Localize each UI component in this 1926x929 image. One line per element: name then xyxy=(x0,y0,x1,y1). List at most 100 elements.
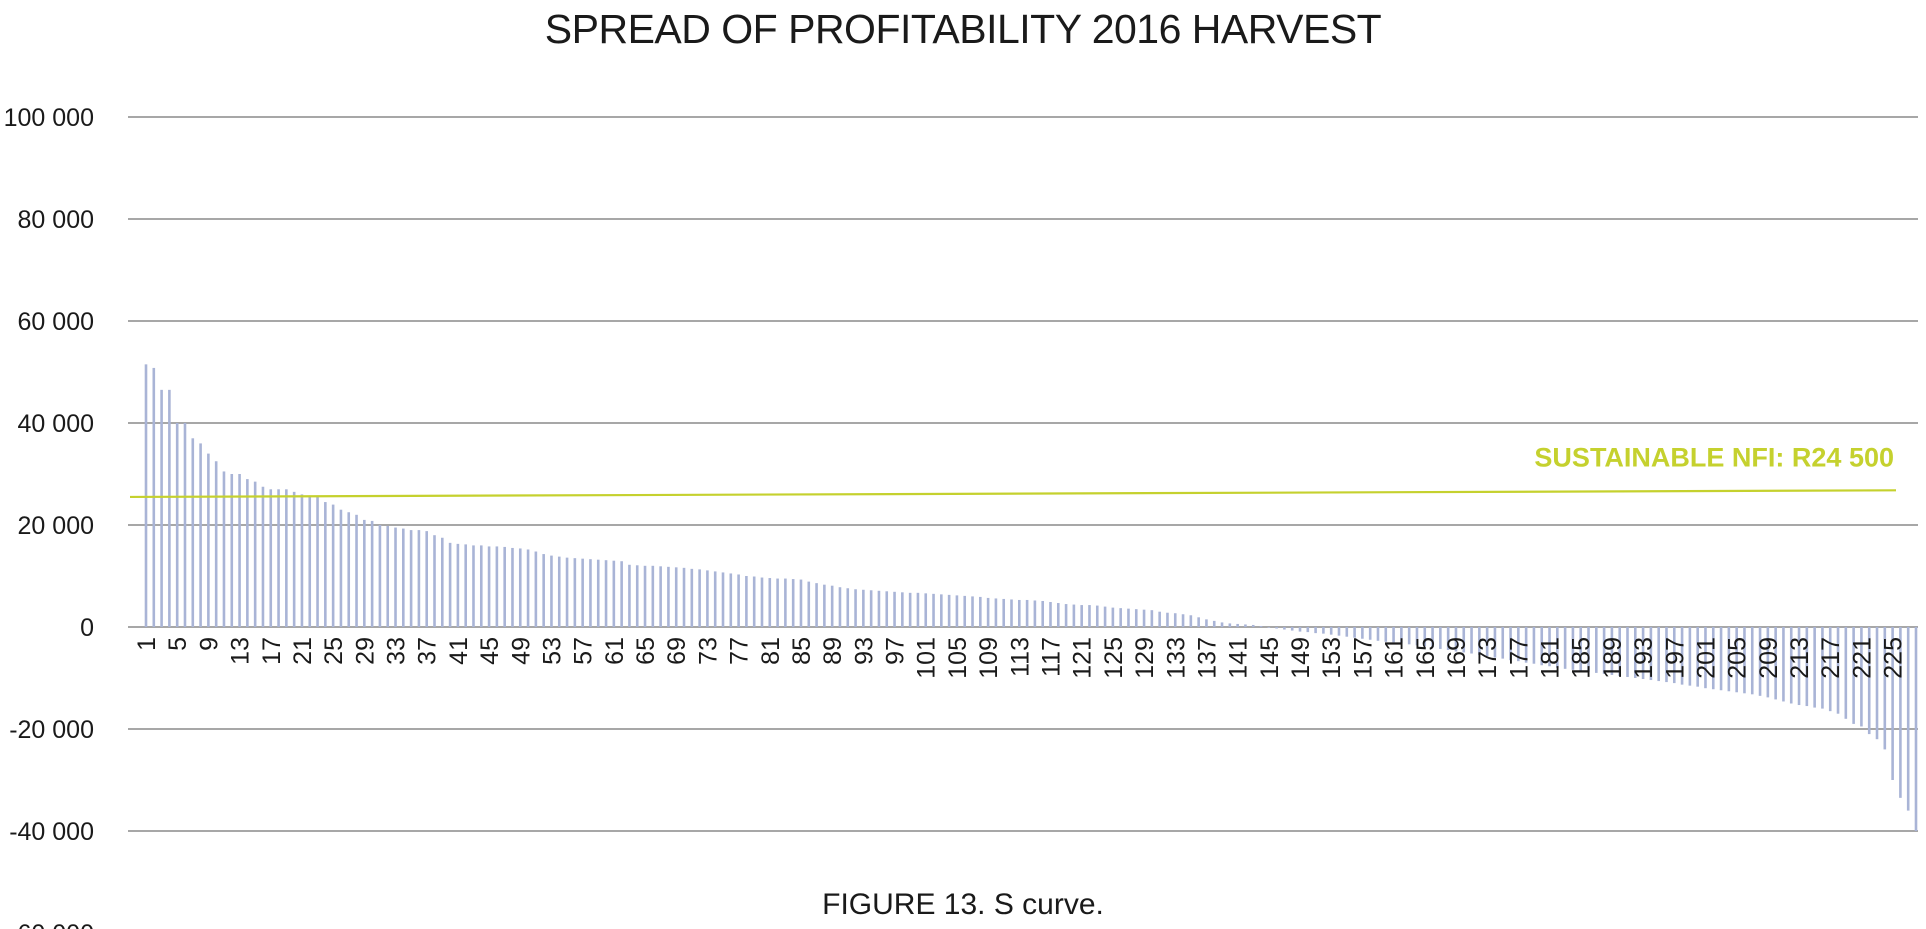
figure-caption: FIGURE 13. S curve. xyxy=(822,888,1104,921)
bar xyxy=(1205,619,1208,627)
bar xyxy=(752,576,756,627)
x-tick-label: 145 xyxy=(1256,637,1284,679)
x-tick-label: 41 xyxy=(445,637,473,665)
bar xyxy=(1633,627,1637,678)
bar xyxy=(1797,627,1801,706)
bar xyxy=(776,578,779,627)
bar xyxy=(1407,627,1411,645)
bar xyxy=(643,565,647,627)
bar xyxy=(440,537,444,627)
bar xyxy=(394,527,397,627)
y-tick-label: 0 xyxy=(80,614,94,642)
bar xyxy=(1750,627,1754,695)
x-tick-label: 165 xyxy=(1412,637,1440,679)
bar xyxy=(916,592,920,627)
bar xyxy=(1766,627,1770,698)
bar xyxy=(542,554,545,627)
bar xyxy=(1376,627,1380,641)
gridlines xyxy=(128,116,1918,832)
bar xyxy=(791,579,795,627)
bar xyxy=(1173,613,1177,627)
bar xyxy=(277,489,280,627)
bar xyxy=(1657,627,1660,682)
x-tick-label: 157 xyxy=(1349,637,1377,679)
bar xyxy=(1470,627,1473,654)
x-tick-label: 37 xyxy=(414,637,442,665)
bar xyxy=(1485,627,1489,657)
bar xyxy=(1641,627,1645,680)
bar xyxy=(565,557,569,627)
bar xyxy=(1696,627,1699,687)
x-tick-label: 17 xyxy=(258,637,286,665)
bar xyxy=(706,570,709,627)
bar xyxy=(487,546,491,627)
bar xyxy=(807,581,811,627)
bar xyxy=(940,594,943,627)
x-tick-label: 133 xyxy=(1162,637,1190,679)
bar xyxy=(199,443,202,627)
bar xyxy=(1384,627,1388,642)
x-tick-label: 225 xyxy=(1880,637,1908,679)
bar xyxy=(1665,627,1668,683)
bar xyxy=(1072,604,1076,627)
bar xyxy=(1368,627,1372,640)
x-tick-label: 93 xyxy=(850,637,878,665)
bar xyxy=(285,489,288,627)
bar xyxy=(1758,627,1762,696)
bar xyxy=(1899,627,1902,798)
bar xyxy=(433,535,436,627)
bar xyxy=(1883,627,1887,750)
bar xyxy=(1329,627,1333,635)
bar xyxy=(1018,599,1021,627)
bar xyxy=(1517,627,1520,662)
bar xyxy=(1688,627,1692,686)
bar xyxy=(823,584,826,627)
y-tick-label: 40 000 xyxy=(18,410,94,438)
bar xyxy=(1189,615,1193,627)
bar xyxy=(456,543,460,627)
bar xyxy=(768,578,772,627)
bar xyxy=(729,573,733,627)
bar xyxy=(947,594,951,627)
bar xyxy=(1875,627,1879,740)
x-tick-label: 49 xyxy=(507,637,535,665)
bar xyxy=(503,546,506,627)
bar xyxy=(316,496,319,627)
x-tick-label: 153 xyxy=(1318,637,1346,679)
x-tick-label: 9 xyxy=(195,637,223,651)
bar xyxy=(589,559,592,627)
bar xyxy=(308,495,312,627)
bar xyxy=(1649,627,1653,681)
bar xyxy=(1602,627,1606,674)
bar xyxy=(1259,625,1263,627)
bar xyxy=(448,542,452,627)
bar xyxy=(573,558,577,627)
bar xyxy=(1056,603,1060,627)
bar xyxy=(986,597,990,627)
bar xyxy=(1704,627,1707,689)
bars xyxy=(144,364,1918,831)
bar xyxy=(1431,627,1434,648)
x-tick-label: 73 xyxy=(694,637,722,665)
x-tick-label: 149 xyxy=(1287,637,1315,679)
x-tick-label: 53 xyxy=(538,637,566,665)
x-tick-label: 121 xyxy=(1069,637,1097,679)
bar xyxy=(885,591,889,627)
bar xyxy=(784,578,787,627)
bar xyxy=(1064,604,1068,627)
bar xyxy=(955,595,959,627)
bar xyxy=(160,389,163,627)
bar xyxy=(1361,627,1364,639)
bar xyxy=(1852,627,1855,724)
bar xyxy=(1251,624,1255,627)
bar xyxy=(1610,627,1614,675)
bar xyxy=(698,569,701,627)
bar xyxy=(1134,609,1138,627)
y-tick-label: 100 000 xyxy=(4,104,94,132)
x-tick-label: 113 xyxy=(1006,637,1034,677)
x-tick-label: 221 xyxy=(1848,637,1876,679)
bar xyxy=(690,568,694,627)
x-tick-label: 33 xyxy=(383,637,411,665)
x-tick-label: 117 xyxy=(1037,637,1065,677)
